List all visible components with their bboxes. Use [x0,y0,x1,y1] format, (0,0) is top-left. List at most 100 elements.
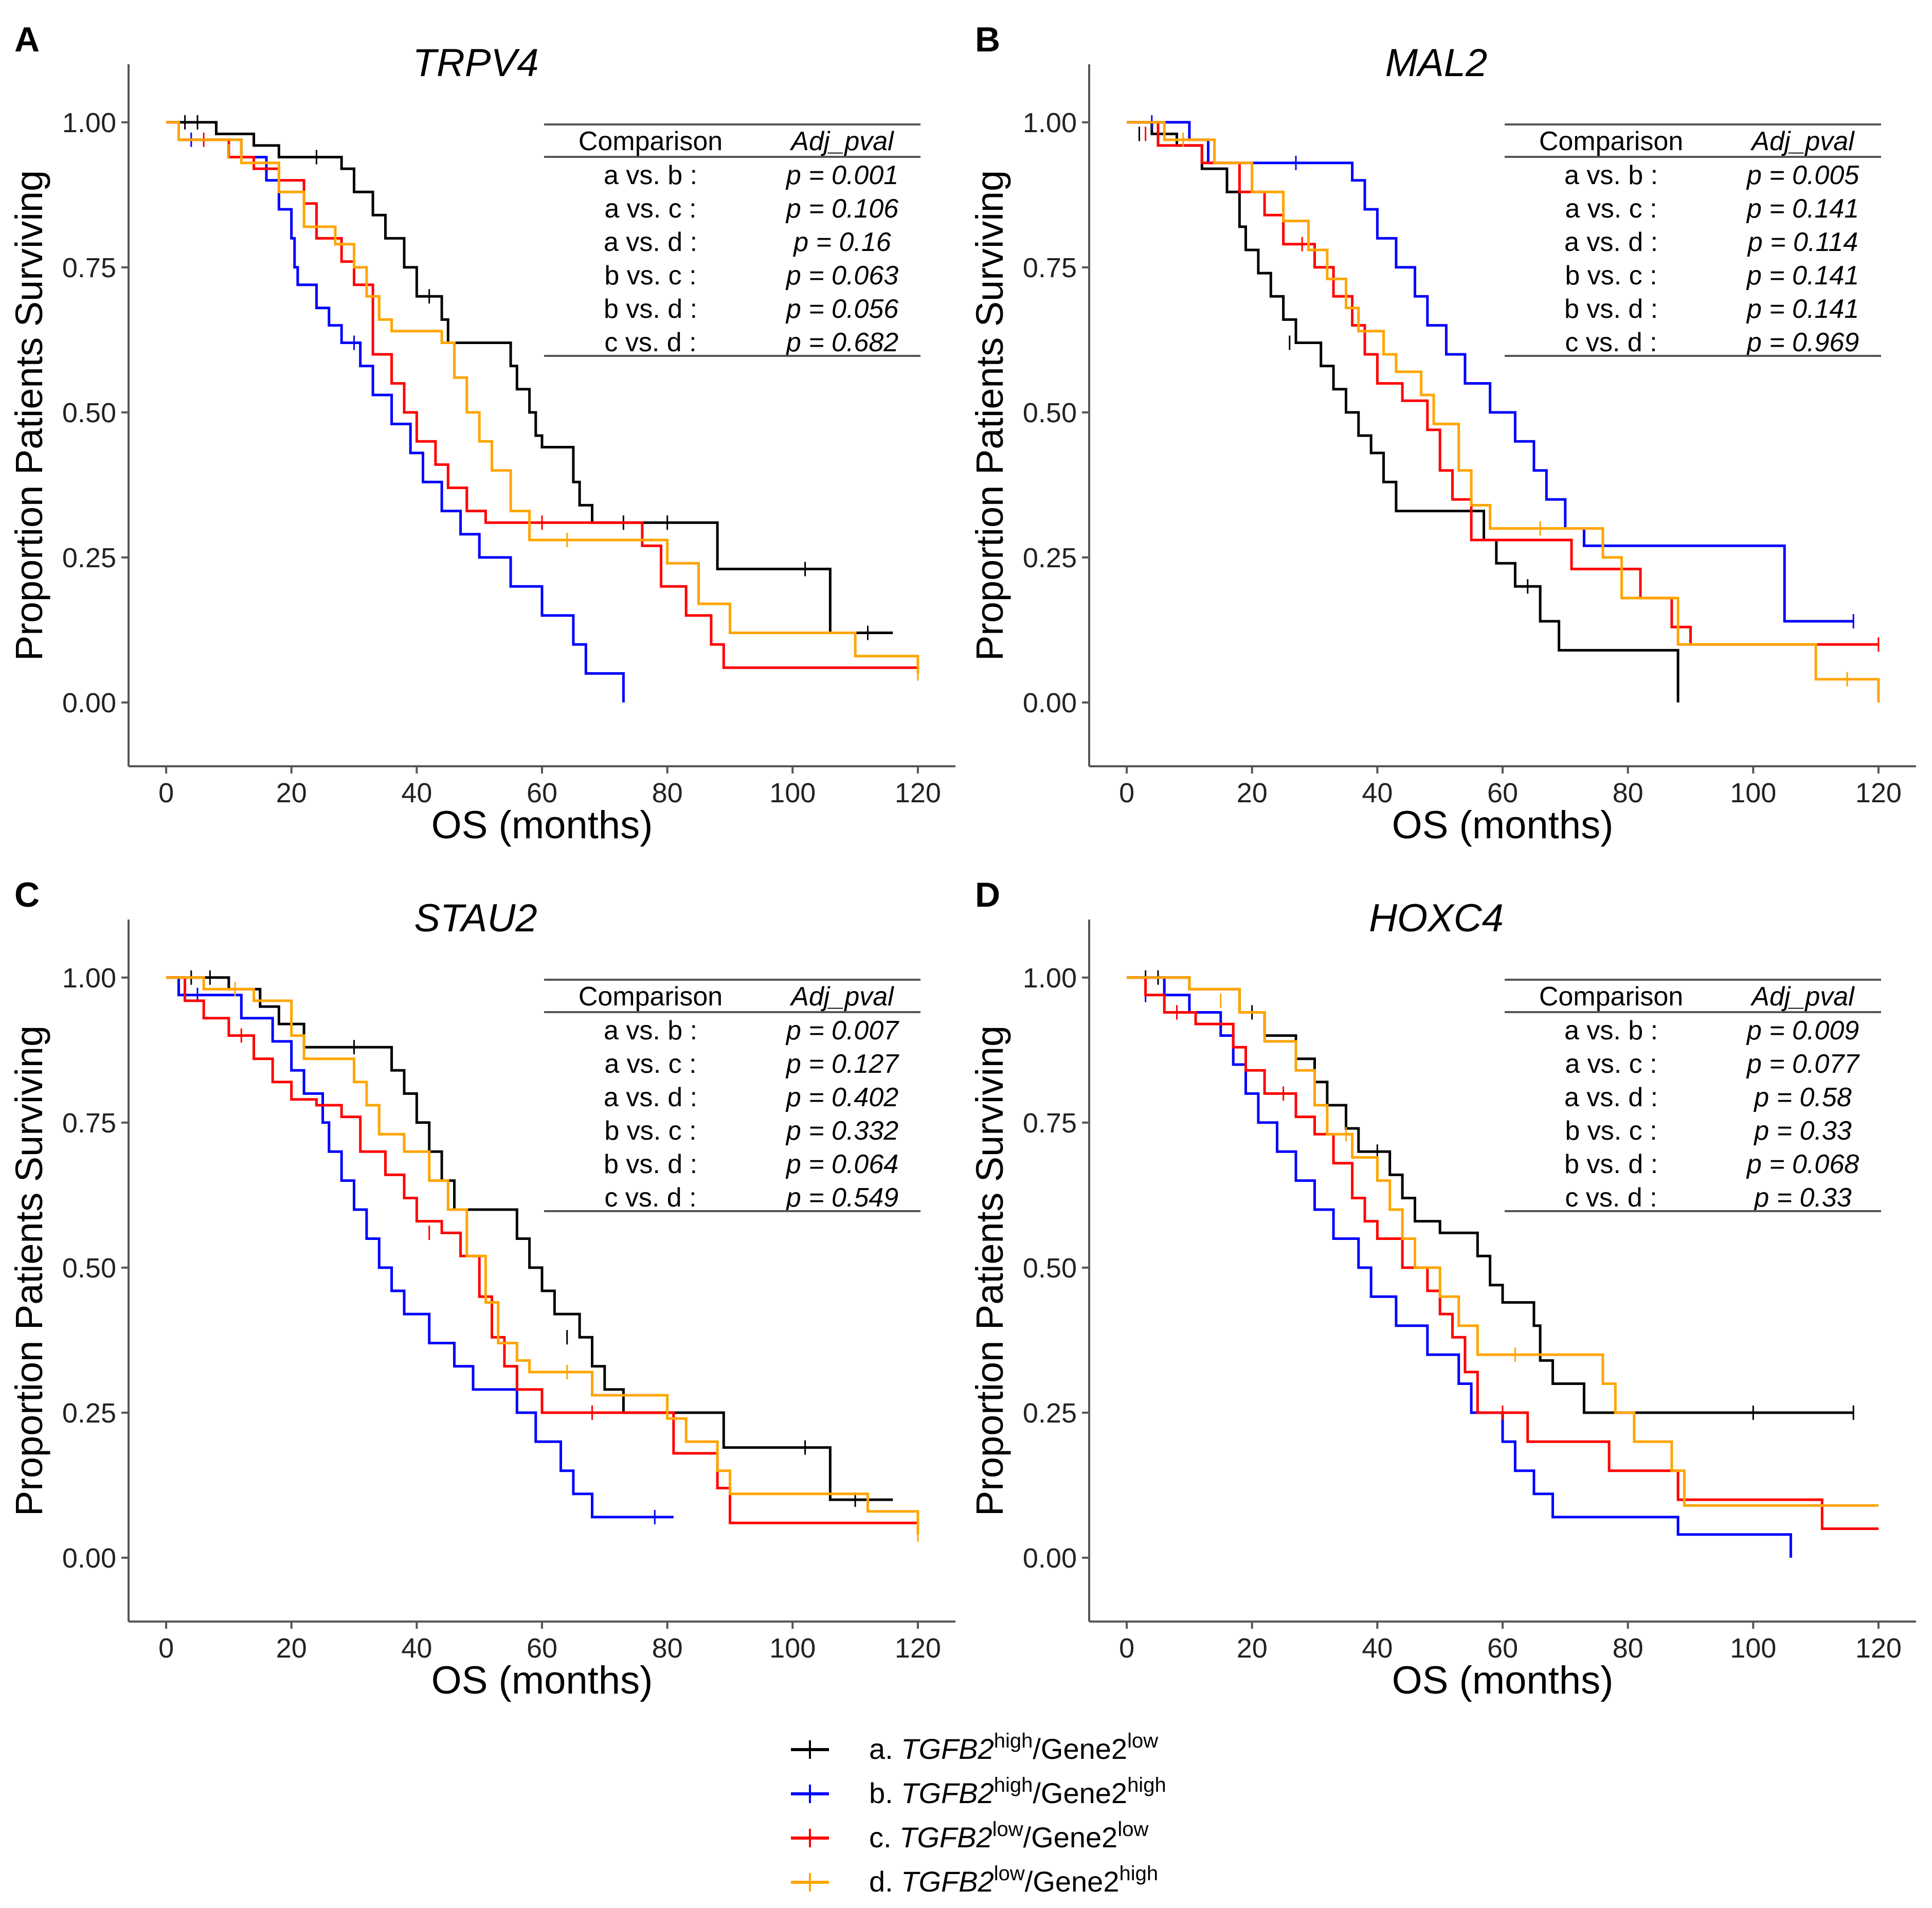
legend-item-d: d. TGFB2low/Gene2high [791,1862,1158,1898]
survival-curve-b [1127,121,1854,623]
table-header-comparison: Comparison [1539,127,1683,156]
table-p-value: p = 0.141 [1746,261,1859,291]
y-tick-label: 0.25 [62,543,116,573]
x-tick-label: 0 [158,778,174,808]
table-comparison-label: a vs. b : [1564,160,1658,190]
table-comparison-label: b vs. c : [1565,1116,1657,1146]
y-tick-label: 0.25 [1023,543,1077,573]
table-p-value: p = 0.007 [785,1016,899,1046]
x-tick-label: 60 [527,778,557,808]
x-axis-label: OS (months) [431,1659,653,1702]
y-tick-label: 1.00 [1023,107,1077,138]
table-comparison-label: a vs. b : [1564,1016,1658,1046]
survival-curve-d [1127,976,1879,1507]
x-tick-label: 40 [1362,778,1393,808]
x-tick-label: 100 [1730,778,1776,808]
table-p-value: p = 0.16 [792,227,891,257]
x-tick-label: 60 [527,1633,557,1664]
x-tick-label: 120 [895,778,941,808]
x-tick-label: 40 [401,1633,432,1664]
table-p-value: p = 0.063 [785,261,898,291]
table-header-comparison: Comparison [1539,982,1683,1012]
chart-title: TRPV4 [413,41,539,85]
x-tick-label: 120 [1855,778,1902,808]
panel-letter: C [14,875,40,914]
x-tick-label: 80 [1613,778,1644,808]
table-header-adj-pval: Adj_pval [789,982,894,1012]
survival-curve-b [166,976,674,1519]
x-tick-label: 60 [1487,1633,1518,1664]
x-tick-label: 100 [769,778,816,808]
legend-label: a. TGFB2high/Gene2low [869,1730,1158,1765]
x-tick-label: 20 [1237,1633,1268,1664]
x-axis-label: OS (months) [1392,803,1614,847]
table-p-value: p = 0.141 [1746,294,1859,324]
x-tick-label: 80 [652,778,683,808]
y-tick-label: 0.25 [1023,1398,1077,1429]
chart-panel-d: D HOXC4 0.00 0.25 0.50 0.75 1.00 0 20 40 60 80 100 12… [968,875,1916,1702]
table-comparison-label: b vs. d : [604,294,697,324]
table-p-value: p = 0.127 [785,1049,899,1079]
table-comparison-label: a vs. c : [604,194,696,224]
y-tick-label: 0.75 [62,1108,116,1139]
table-comparison-label: a vs. b : [604,160,697,190]
survival-curve-d [166,976,919,1535]
table-comparison-label: a vs. c : [1565,194,1657,224]
x-tick-label: 20 [1237,778,1268,808]
table-p-value: p = 0.33 [1753,1183,1851,1213]
survival-curve-a [1127,121,1680,703]
table-p-value: p = 0.549 [785,1183,898,1213]
x-tick-label: 60 [1487,778,1518,808]
table-p-value: p = 0.402 [785,1083,898,1112]
table-comparison-label: a vs. d : [1564,227,1658,257]
y-tick-label: 1.00 [1023,963,1077,994]
x-tick-label: 40 [1362,1633,1393,1664]
x-axis-label: OS (months) [431,803,653,847]
table-header-adj-pval: Adj_pval [1750,982,1855,1012]
table-p-value: p = 0.332 [785,1116,898,1146]
x-tick-label: 20 [276,1633,307,1664]
x-tick-label: 80 [1613,1633,1644,1664]
table-p-value: p = 0.969 [1746,328,1859,357]
x-tick-label: 0 [1119,778,1134,808]
table-comparison-label: c vs. d : [1565,328,1657,357]
panel-letter: D [975,875,1000,914]
chart-title: HOXC4 [1369,896,1504,940]
y-tick-label: 1.00 [62,963,116,994]
y-axis-label: Proportion Patients Surviving [8,1025,50,1516]
table-p-value: p = 0.068 [1746,1149,1859,1179]
legend: a. TGFB2high/Gene2low b. TGFB2high/Gene2h… [791,1730,1166,1898]
x-tick-label: 40 [401,778,432,808]
table-p-value: p = 0.005 [1746,160,1859,190]
chart-panel-b: B MAL2 0.00 0.25 0.50 0.75 1.00 0 20 40 60 80 100 120… [968,20,1916,847]
table-p-value: p = 0.009 [1746,1016,1859,1046]
legend-item-c: c. TGFB2low/Gene2low [791,1818,1148,1853]
survival-curve-c [1127,976,1879,1530]
table-comparison-label: a vs. c : [1565,1049,1657,1079]
table-comparison-label: a vs. c : [604,1049,696,1079]
y-tick-label: 0.50 [1023,1253,1077,1284]
table-p-value: p = 0.114 [1747,227,1858,257]
table-p-value: p = 0.682 [785,328,898,357]
table-header-comparison: Comparison [579,982,723,1012]
table-comparison-label: b vs. c : [604,1116,696,1146]
chart-panel-a: A TRPV4 0.00 0.25 0.50 0.75 1.00 0 20 40 60 80 100 12… [8,20,955,847]
table-comparison-label: b vs. d : [1564,1149,1658,1179]
y-tick-label: 1.00 [62,107,116,138]
x-axis-label: OS (months) [1392,1659,1614,1702]
y-axis-label: Proportion Patients Surviving [968,1025,1011,1516]
y-tick-label: 0.50 [62,1253,116,1284]
table-comparison-label: b vs. d : [604,1149,697,1179]
table-comparison-label: a vs. b : [604,1016,697,1046]
legend-label: b. TGFB2high/Gene2high [869,1774,1166,1809]
chart-panel-c: C STAU2 0.00 0.25 0.50 0.75 1.00 0 20 40 60 80 100 12… [8,875,955,1702]
table-p-value: p = 0.58 [1753,1083,1851,1112]
y-tick-label: 0.25 [62,1398,116,1429]
table-p-value: p = 0.056 [785,294,898,324]
survival-curve-d [166,121,919,674]
survival-curve-c [166,976,918,1524]
table-p-value: p = 0.001 [785,160,898,190]
table-p-value: p = 0.141 [1746,194,1859,224]
x-tick-label: 80 [652,1633,683,1664]
